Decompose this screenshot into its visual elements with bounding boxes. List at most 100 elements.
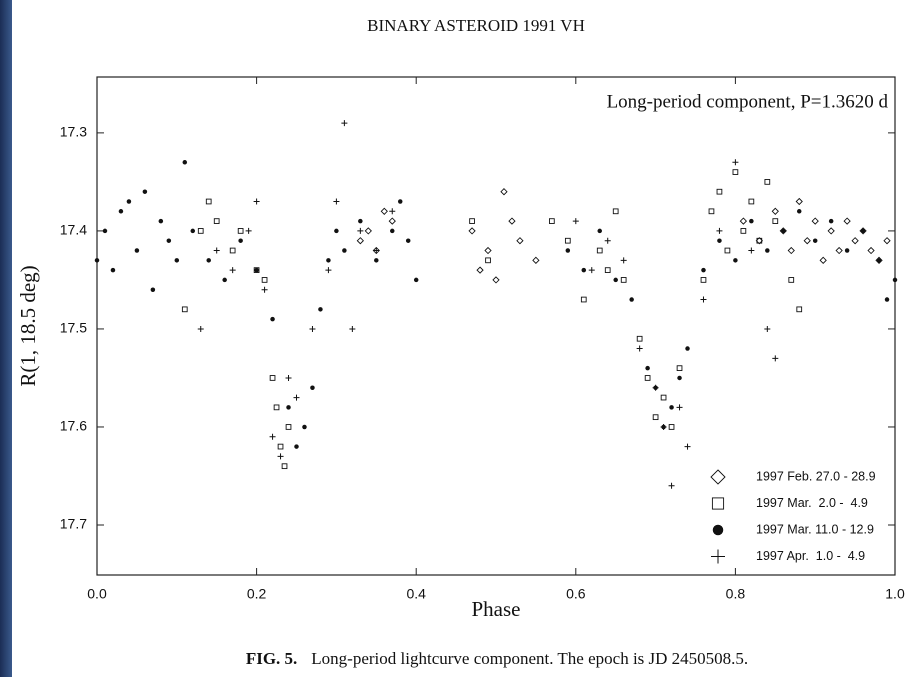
data-point	[676, 404, 683, 411]
data-point	[732, 159, 739, 166]
data-point	[565, 248, 571, 253]
data-point	[142, 189, 148, 194]
data-point	[764, 325, 771, 332]
data-point	[851, 237, 859, 245]
legend-label: 1997 Feb. 27.0 - 28.9	[756, 469, 876, 483]
data-point	[388, 217, 396, 225]
x-tick-label: 1.0	[885, 586, 905, 602]
data-point	[765, 248, 770, 253]
data-point	[229, 267, 236, 274]
legend-marker	[712, 524, 724, 536]
data-point	[485, 257, 491, 264]
data-point	[174, 258, 180, 263]
data-point	[788, 277, 795, 283]
data-point	[636, 345, 643, 352]
x-tick-label: 0.6	[566, 586, 586, 602]
y-axis-label: R(1, 18.5 deg)	[16, 265, 40, 386]
data-point	[118, 209, 124, 214]
data-point	[660, 423, 667, 430]
data-point	[342, 248, 347, 253]
data-point	[812, 238, 818, 243]
data-point	[334, 228, 339, 234]
data-point	[294, 444, 299, 449]
data-point	[685, 346, 690, 351]
data-point	[716, 227, 723, 234]
data-point	[205, 198, 212, 205]
data-point	[166, 238, 172, 243]
data-point	[405, 238, 411, 243]
data-point	[756, 237, 763, 244]
data-point	[356, 237, 364, 245]
data-point	[229, 247, 236, 254]
data-point	[668, 424, 675, 430]
data-point	[341, 120, 348, 127]
data-point	[645, 365, 650, 371]
x-tick-label: 0.4	[406, 586, 426, 602]
data-point	[94, 258, 100, 263]
data-point	[781, 228, 786, 234]
data-point	[222, 277, 227, 283]
data-point	[269, 375, 276, 381]
data-point	[716, 188, 723, 195]
y-tick-label: 17.5	[60, 320, 87, 336]
data-point	[604, 267, 611, 273]
data-point	[516, 237, 524, 245]
data-point	[302, 424, 307, 430]
data-point	[892, 277, 898, 283]
data-point	[237, 228, 244, 234]
data-point	[717, 238, 722, 243]
data-point	[238, 238, 243, 243]
data-point	[708, 208, 715, 215]
y-tick-label: 17.4	[60, 222, 87, 238]
data-point	[581, 267, 587, 273]
data-point	[126, 199, 132, 204]
data-point	[677, 375, 682, 381]
data-point	[652, 414, 659, 421]
legend-label: 1997 Apr. 1.0 - 4.9	[756, 549, 865, 563]
data-point	[604, 237, 611, 244]
data-point	[281, 463, 288, 470]
data-point	[532, 256, 540, 264]
data-point	[373, 247, 380, 254]
data-point	[860, 228, 866, 234]
data-point	[190, 228, 196, 234]
data-point	[357, 227, 364, 234]
data-point	[748, 198, 755, 205]
data-point	[364, 227, 372, 235]
data-point	[636, 335, 643, 342]
data-point	[564, 237, 571, 244]
chart-title: BINARY ASTEROID 1991 VH	[367, 16, 585, 35]
plot-frame	[96, 76, 896, 576]
data-point	[588, 267, 595, 274]
data-point	[733, 258, 738, 263]
data-point	[700, 296, 707, 303]
caption: FIG. 5. Long-period lightcurve component.…	[246, 649, 748, 668]
data-point	[844, 248, 850, 253]
data-point	[181, 306, 188, 313]
data-point	[652, 384, 659, 391]
data-point	[349, 325, 356, 332]
data-point	[740, 228, 747, 234]
data-point	[787, 246, 795, 255]
y-tick-label: 17.3	[60, 124, 87, 140]
data-point	[764, 179, 771, 185]
data-point	[772, 218, 779, 224]
data-point	[748, 247, 755, 254]
legend-marker	[711, 549, 725, 564]
data-point	[310, 385, 315, 391]
data-point	[277, 443, 284, 450]
x-tick-label: 0.2	[247, 586, 267, 602]
data-point	[110, 267, 116, 273]
legend-label: 1997 Mar. 2.0 - 4.9	[756, 496, 868, 510]
data-point	[580, 296, 587, 303]
data-point	[261, 277, 268, 283]
data-point	[772, 355, 779, 362]
data-point	[732, 169, 739, 175]
data-point	[389, 208, 396, 215]
data-point	[876, 258, 882, 263]
caption-label: FIG. 5.	[246, 649, 297, 668]
legend-label: 1997 Mar. 11.0 - 12.9	[756, 522, 874, 536]
data-point	[213, 218, 220, 224]
